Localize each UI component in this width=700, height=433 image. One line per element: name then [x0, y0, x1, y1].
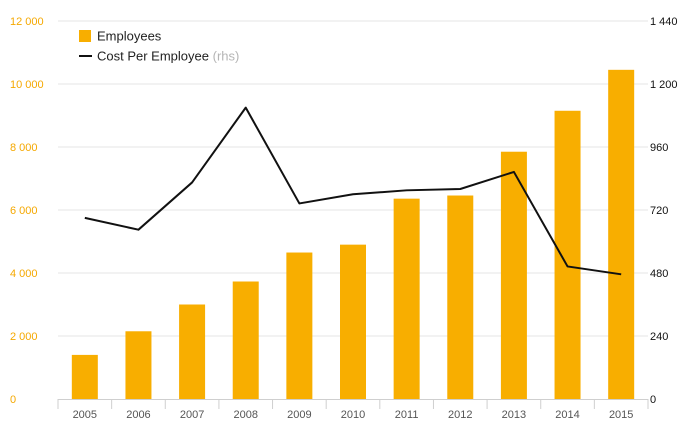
- x-tick-label: 2007: [180, 409, 204, 421]
- legend-label-employees: Employees: [97, 29, 162, 44]
- y-left-tick-label: 0: [10, 394, 16, 406]
- y-left-tick-label: 12 000: [10, 16, 44, 28]
- y-left-tick-label: 8 000: [10, 142, 38, 154]
- bar-employees: [393, 198, 420, 399]
- bar-employees: [447, 195, 474, 399]
- legend: Employees Cost Per Employee (rhs): [79, 29, 239, 64]
- x-tick-label: 2013: [502, 409, 526, 421]
- y-right-tick-label: 0: [650, 394, 656, 406]
- gridlines: [58, 20, 648, 337]
- bar-employees: [71, 354, 98, 399]
- bar-employees: [232, 281, 259, 399]
- employees-bars: [71, 69, 635, 400]
- y-left-tick-label: 2 000: [10, 331, 38, 343]
- x-tick-label: 2011: [395, 409, 419, 421]
- y-right-tick-label: 1 440: [650, 16, 678, 28]
- y-right-tick-label: 240: [650, 331, 668, 343]
- cost-per-employee-line: [84, 106, 622, 276]
- bar-employees: [500, 151, 527, 399]
- x-tick-label: 2015: [609, 409, 633, 421]
- bar-employees: [179, 304, 206, 399]
- y-left-tick-label: 10 000: [10, 79, 44, 91]
- y-right-tick-label: 720: [650, 205, 668, 217]
- y-right-tick-label: 1 200: [650, 79, 678, 91]
- y-right-tick-label: 960: [650, 142, 668, 154]
- legend-swatch-employees: [79, 30, 91, 42]
- bar-employees: [340, 244, 366, 399]
- bar-employees: [554, 110, 581, 400]
- y-left-tick-label: 4 000: [10, 268, 38, 280]
- x-tick-label: 2012: [448, 409, 472, 421]
- x-tick-label: 2008: [233, 409, 257, 421]
- y-left-tick-label: 6 000: [10, 205, 38, 217]
- legend-label-cost-per-employee: Cost Per Employee (rhs): [97, 49, 239, 64]
- axes: 0 0 2 000 240 4 000 480 6 000 720 8 000 960 10 000…: [10, 16, 678, 421]
- bar-employees: [286, 252, 313, 399]
- x-tick-label: 2009: [287, 409, 311, 421]
- x-tick-label: 2014: [555, 409, 579, 421]
- x-tick-label: 2010: [341, 409, 365, 421]
- bar-employees: [125, 331, 152, 399]
- bar-employees: [608, 69, 635, 399]
- x-tick-label: 2006: [126, 409, 150, 421]
- y-right-tick-label: 480: [650, 268, 668, 280]
- cost-per-employee-line-group: [84, 106, 622, 276]
- x-tick-label: 2005: [73, 409, 97, 421]
